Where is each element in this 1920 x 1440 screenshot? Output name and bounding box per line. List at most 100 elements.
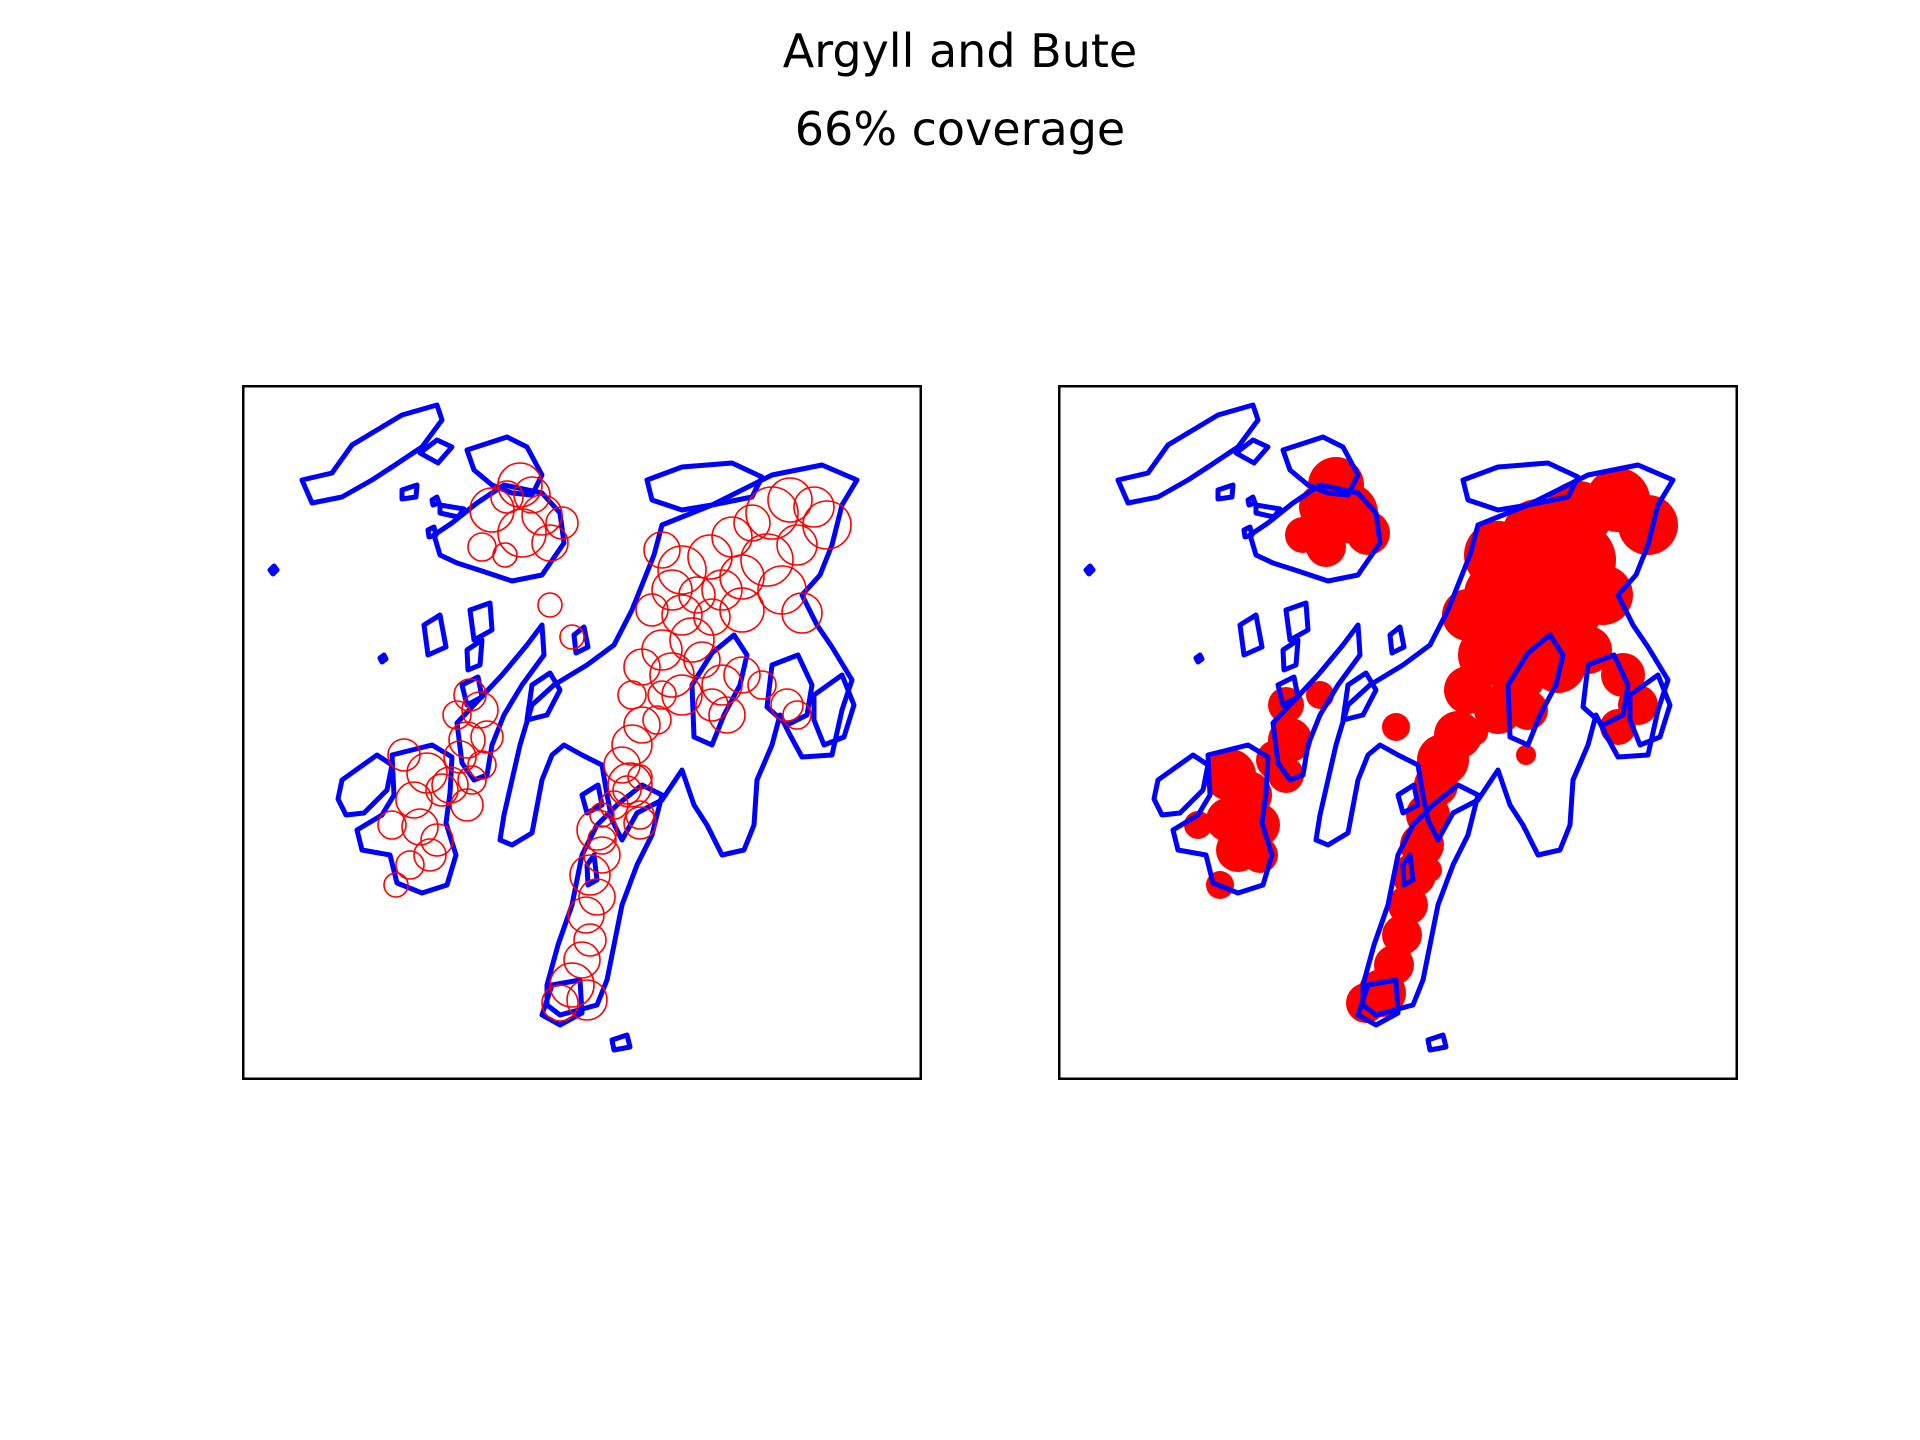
coverage-circle: [695, 688, 729, 722]
coastline-kerrera-small: [1215, 482, 1236, 502]
coverage-circle: [793, 486, 835, 528]
coverage-circle: [740, 533, 794, 587]
coverage-circle: [566, 979, 608, 1021]
coverage-circle: [420, 823, 454, 857]
figure-title: Argyll and Bute: [782, 24, 1138, 78]
coverage-circle: [401, 808, 439, 846]
coverage-circle: [781, 592, 823, 634]
coverage-circle: [521, 494, 563, 536]
coverage-circle: [467, 532, 497, 562]
coastline-luing: [1280, 637, 1301, 673]
coverage-circle: [701, 664, 743, 706]
coverage-circle: [782, 700, 812, 730]
coverage-circle: [612, 775, 642, 805]
coverage-circle: [490, 480, 524, 514]
coverage-circle: [642, 705, 672, 735]
coverage-circle: [617, 680, 647, 710]
coastline-kintyre-mull: [1355, 977, 1401, 1028]
coverage-circle: [623, 706, 661, 744]
coastline-islet-north-2: [1241, 524, 1255, 540]
coverage-circle: [1285, 517, 1321, 553]
coverage-circle: [531, 524, 569, 562]
coverage-circle: [492, 542, 518, 568]
coastline-bute-east: [1580, 652, 1631, 728]
coastline-mull-island: [299, 402, 445, 506]
coverage-circle: [1464, 721, 1488, 745]
coastline-lismore: [1253, 502, 1283, 520]
coverage-circle: [627, 764, 653, 790]
coverage-circle: [683, 641, 721, 679]
coverage-circle: [545, 506, 579, 540]
coastline-knapdale: [1340, 670, 1379, 723]
coverage-circle: [578, 878, 616, 916]
coastline-morvern-main: [431, 482, 567, 584]
coastline-jura: [454, 622, 547, 783]
coverage-circle: [573, 923, 607, 957]
coastline-morvern-north: [1280, 434, 1361, 498]
coverage-circle: [657, 545, 707, 595]
coastline-islet-north-1: [1245, 494, 1258, 508]
coverage-circle: [569, 854, 611, 896]
coastline-islet-west-2: [377, 652, 389, 665]
coverage-circle: [649, 652, 695, 698]
coastline-jura: [1270, 622, 1363, 783]
coverage-circle: [701, 569, 743, 611]
coastline-islet-south: [1425, 1032, 1449, 1053]
coverage-circle: [723, 656, 761, 694]
coverage-circle: [1382, 915, 1422, 955]
coastline-mull-island: [1115, 402, 1261, 506]
coverage-circle: [457, 765, 487, 795]
coastline-scarba: [1283, 600, 1311, 643]
coverage-circle: [611, 724, 653, 766]
coastline-main-mainland: [497, 462, 860, 858]
panel-frame: [242, 385, 922, 1080]
coastline-islay-rhinns: [335, 752, 395, 818]
coverage-circle: [1573, 565, 1633, 625]
coastline-lorne-north: [1460, 460, 1581, 513]
coastline-scarba: [467, 600, 495, 643]
coastline-kintyre-peninsula: [544, 782, 665, 1018]
coastline-gigha: [579, 782, 605, 816]
coastline-islet-north-1: [429, 494, 442, 508]
coverage-circle: [497, 508, 547, 558]
coastline-islay-rhinns: [1151, 752, 1211, 818]
coastline-morvern-north: [464, 434, 545, 498]
coverage-circle: [383, 872, 409, 898]
coverage-circle: [576, 809, 618, 851]
coverage-circle: [661, 594, 703, 636]
coverage-circle: [537, 592, 563, 618]
coastline-group: [1083, 402, 1676, 1053]
coastline-colonsay: [1275, 674, 1301, 708]
coastline-islet-north-2: [425, 524, 439, 540]
coverage-circle: [776, 524, 818, 566]
coastline-cara-small: [1400, 852, 1416, 888]
coverage-circle: [1516, 745, 1536, 765]
coastline-loch-fyne-shore: [1505, 632, 1566, 748]
coverage-circle: [549, 962, 595, 1008]
coastline-bute-east: [764, 652, 815, 728]
coastline-kerrera-small: [399, 482, 420, 502]
coverage-circle: [541, 984, 579, 1022]
coverage-circle: [802, 500, 852, 550]
coverage-circle: [583, 836, 621, 874]
coverage-circle: [607, 762, 653, 808]
coastline-coll-tiree: [417, 437, 455, 466]
coastline-islay: [1170, 742, 1275, 896]
coastline-cara-small: [584, 852, 600, 888]
coastline-loch-fyne-shore: [689, 632, 750, 748]
coverage-circle: [770, 688, 804, 722]
coverage-circle: [450, 788, 484, 822]
coverage-circle: [1346, 511, 1390, 555]
coastline-islay: [354, 742, 459, 896]
coverage-circle: [442, 700, 472, 730]
coverage-circle: [661, 674, 703, 716]
coverage-circle: [587, 825, 617, 855]
coverage-circle: [470, 720, 504, 754]
coverage-circle: [719, 587, 765, 633]
coverage-circle: [643, 531, 681, 569]
coastline-islet-west-1: [1083, 563, 1096, 577]
coverage-circle: [623, 806, 657, 840]
coverage-circle: [413, 838, 447, 872]
coastline-shuna: [421, 612, 449, 658]
coverage-circle: [377, 810, 407, 840]
